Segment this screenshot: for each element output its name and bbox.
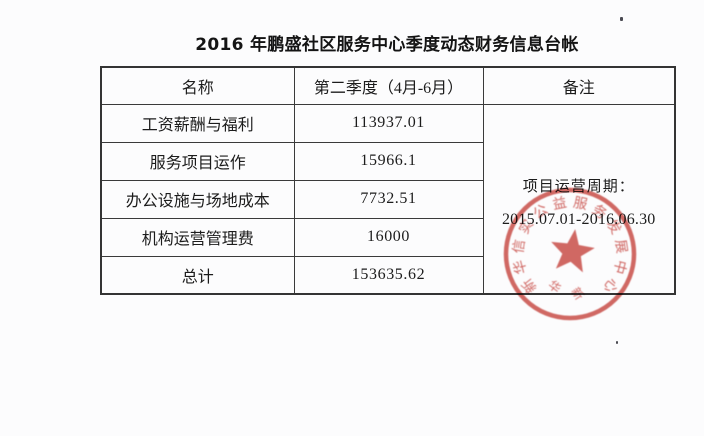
row-value: 113937.01 xyxy=(293,103,484,143)
table-row: 机构运营管理费 16000 xyxy=(100,217,675,257)
row-value: 16000 xyxy=(293,217,484,257)
row-label: 机构运营管理费 xyxy=(100,217,295,257)
svg-text:发: 发 xyxy=(603,217,624,237)
remarks-period-dates: 2015.07.01-2016.06.30 xyxy=(501,210,656,228)
svg-text:华: 华 xyxy=(511,258,530,276)
svg-text:信: 信 xyxy=(511,238,529,254)
row-value: 15966.1 xyxy=(293,141,484,181)
table-row: 服务项目运作 15966.1 xyxy=(100,141,675,181)
seal-bottom-text: 华新 xyxy=(545,278,587,303)
svg-text:务: 务 xyxy=(589,202,610,223)
svg-text:新: 新 xyxy=(568,284,587,302)
svg-text:益: 益 xyxy=(551,195,568,213)
column-header-remarks: 备注 xyxy=(482,66,676,105)
svg-text:服: 服 xyxy=(572,195,589,213)
finance-table: 名称 第二季度（4月-6月） 备注 工资薪酬与福利 113937.01 项目运营… xyxy=(100,66,676,295)
row-label: 服务项目运作 xyxy=(100,141,295,181)
svg-text:公: 公 xyxy=(530,202,551,223)
star-icon xyxy=(551,229,595,273)
seal-ring xyxy=(503,187,637,321)
table-row-total: 总计 153635.62 xyxy=(100,255,675,295)
svg-text:展: 展 xyxy=(611,238,629,254)
official-seal: 新华信实公益服务发展中心 华新 xyxy=(503,187,637,321)
row-label: 办公设施与场地成本 xyxy=(100,179,295,219)
total-label: 总计 xyxy=(100,255,295,295)
scan-speck xyxy=(620,17,623,21)
svg-text:华: 华 xyxy=(545,278,563,296)
row-label: 工资薪酬与福利 xyxy=(100,103,295,143)
table-row: 工资薪酬与福利 113937.01 项目运营周期： 2015.07.01-201… xyxy=(100,103,676,295)
svg-text:心: 心 xyxy=(600,275,621,296)
row-value: 7732.51 xyxy=(293,179,484,219)
svg-text:新: 新 xyxy=(519,275,540,296)
svg-text:实: 实 xyxy=(516,217,537,237)
page-title: 2016 年鹏盛社区服务中心季度动态财务信息台帐 xyxy=(195,35,579,55)
scan-speck xyxy=(616,341,618,344)
column-header-period: 第二季度（4月-6月） xyxy=(293,66,484,105)
column-header-name: 名称 xyxy=(100,66,295,105)
svg-text:中: 中 xyxy=(610,258,629,276)
total-value: 153635.62 xyxy=(293,255,484,295)
table-header-row: 名称 第二季度（4月-6月） 备注 xyxy=(100,66,676,105)
table-row: 办公设施与场地成本 7732.51 xyxy=(100,179,675,219)
